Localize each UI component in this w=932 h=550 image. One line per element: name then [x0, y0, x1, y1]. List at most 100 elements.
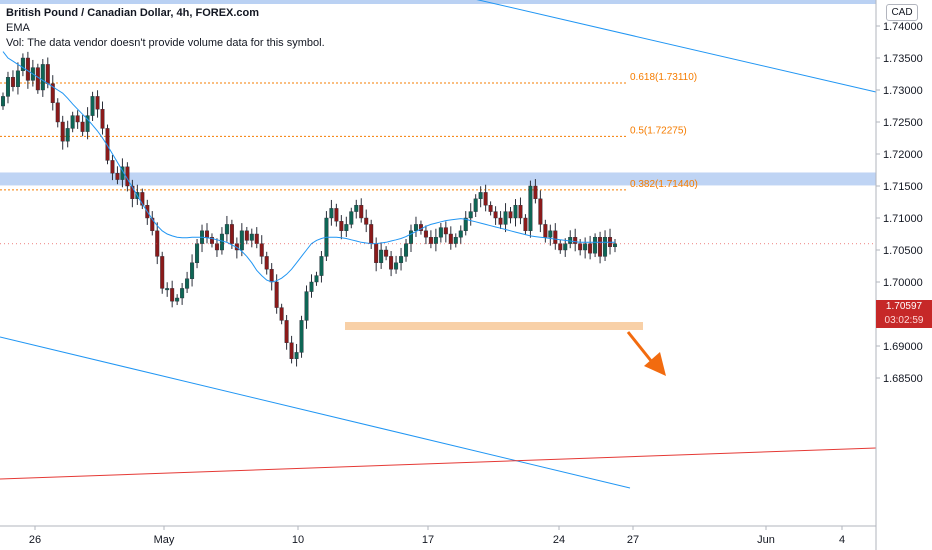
- candle[interactable]: [588, 235, 593, 260]
- candle[interactable]: [503, 203, 508, 233]
- candle[interactable]: [349, 207, 354, 229]
- candle[interactable]: [553, 223, 558, 250]
- candle[interactable]: [433, 228, 438, 252]
- candle[interactable]: [105, 124, 110, 165]
- candle[interactable]: [299, 315, 304, 358]
- candle[interactable]: [568, 230, 573, 249]
- candle[interactable]: [369, 219, 374, 249]
- candle[interactable]: [209, 233, 214, 248]
- candle[interactable]: [394, 255, 399, 274]
- candle[interactable]: [60, 115, 65, 150]
- candle[interactable]: [5, 71, 10, 104]
- candle[interactable]: [214, 238, 219, 257]
- candle[interactable]: [518, 197, 523, 225]
- candle[interactable]: [418, 220, 423, 235]
- candle[interactable]: [200, 224, 205, 253]
- candle[interactable]: [35, 63, 40, 94]
- candle[interactable]: [558, 239, 563, 254]
- candle[interactable]: [50, 75, 55, 111]
- arrow-shaft[interactable]: [626, 331, 654, 363]
- candle[interactable]: [259, 235, 264, 265]
- candle[interactable]: [20, 53, 25, 77]
- candle[interactable]: [344, 216, 349, 237]
- candle[interactable]: [279, 303, 284, 325]
- candle[interactable]: [384, 246, 389, 261]
- candle[interactable]: [513, 199, 518, 227]
- candle[interactable]: [75, 110, 80, 129]
- candle[interactable]: [110, 155, 115, 181]
- candle[interactable]: [404, 238, 409, 262]
- candle[interactable]: [130, 179, 135, 208]
- candle[interactable]: [80, 115, 85, 137]
- candle[interactable]: [608, 228, 613, 255]
- candle[interactable]: [10, 70, 15, 92]
- support-zone[interactable]: [345, 322, 643, 330]
- candle[interactable]: [319, 251, 324, 283]
- candle[interactable]: [314, 271, 319, 286]
- red-trendline[interactable]: [0, 447, 877, 480]
- candle[interactable]: [65, 120, 70, 148]
- candle[interactable]: [309, 274, 314, 298]
- candle[interactable]: [324, 211, 329, 262]
- candle[interactable]: [463, 211, 468, 236]
- candle[interactable]: [269, 263, 274, 291]
- candle[interactable]: [190, 254, 195, 287]
- candle[interactable]: [204, 223, 209, 244]
- candle[interactable]: [334, 203, 339, 227]
- ema-label[interactable]: EMA: [6, 22, 30, 34]
- candle[interactable]: [573, 228, 578, 252]
- candle[interactable]: [180, 283, 185, 305]
- candle[interactable]: [593, 233, 598, 258]
- candle[interactable]: [563, 238, 568, 257]
- candle[interactable]: [294, 343, 299, 367]
- candle[interactable]: [304, 285, 309, 329]
- candle[interactable]: [160, 251, 165, 294]
- candle[interactable]: [458, 225, 463, 245]
- candle[interactable]: [284, 315, 289, 350]
- upper-trendline[interactable]: [470, 0, 877, 93]
- candle[interactable]: [478, 186, 483, 208]
- candle[interactable]: [598, 231, 603, 264]
- candle[interactable]: [453, 233, 458, 248]
- candle[interactable]: [399, 247, 404, 271]
- candle[interactable]: [239, 223, 244, 257]
- candle[interactable]: [70, 111, 75, 133]
- candle[interactable]: [115, 166, 120, 185]
- candle[interactable]: [224, 215, 229, 242]
- ema-polyline[interactable]: [2, 51, 615, 283]
- candle[interactable]: [523, 214, 528, 235]
- candle[interactable]: [498, 211, 503, 230]
- candle[interactable]: [379, 242, 384, 269]
- candle[interactable]: [165, 282, 170, 297]
- candle[interactable]: [578, 238, 583, 256]
- candle[interactable]: [533, 179, 538, 204]
- candle[interactable]: [468, 203, 473, 226]
- candle[interactable]: [389, 251, 394, 277]
- candle[interactable]: [448, 226, 453, 250]
- candle[interactable]: [264, 251, 269, 275]
- candle[interactable]: [508, 206, 513, 224]
- candle[interactable]: [229, 219, 234, 249]
- candle[interactable]: [613, 238, 618, 253]
- currency-badge[interactable]: CAD: [886, 4, 918, 21]
- candle[interactable]: [254, 227, 259, 249]
- candle[interactable]: [413, 216, 418, 237]
- candle[interactable]: [289, 335, 294, 364]
- candle[interactable]: [428, 230, 433, 249]
- candle[interactable]: [339, 215, 344, 240]
- candle[interactable]: [155, 222, 160, 265]
- candle[interactable]: [95, 90, 100, 118]
- candle[interactable]: [374, 237, 379, 272]
- candle[interactable]: [423, 225, 428, 245]
- symbol-title[interactable]: British Pound / Canadian Dollar, 4h, FOR…: [6, 7, 260, 19]
- candle[interactable]: [40, 59, 45, 97]
- candle[interactable]: [473, 194, 478, 217]
- candle[interactable]: [528, 180, 533, 238]
- candle[interactable]: [140, 188, 145, 210]
- candle[interactable]: [438, 222, 443, 243]
- lower-trendline[interactable]: [0, 336, 631, 489]
- candle[interactable]: [185, 271, 190, 294]
- candle[interactable]: [195, 238, 200, 269]
- candle[interactable]: [483, 184, 488, 212]
